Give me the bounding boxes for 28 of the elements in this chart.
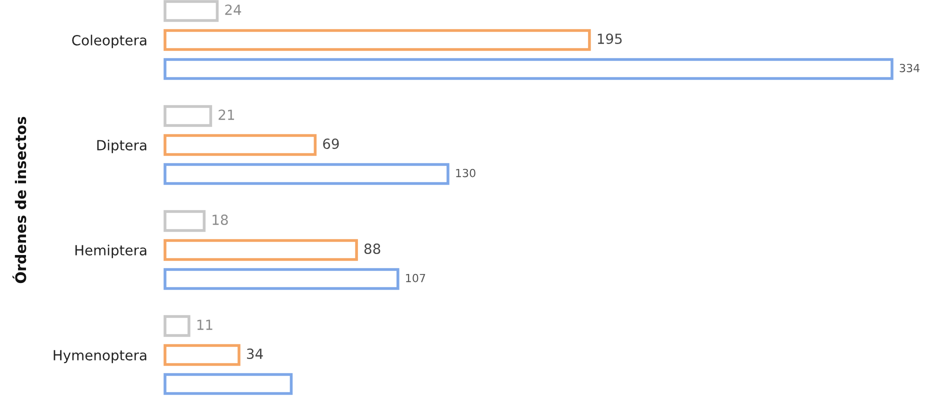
bar (164, 239, 358, 261)
data-label: 18 (212, 214, 228, 226)
bar (164, 105, 212, 127)
y-tick-label: Coleoptera (72, 34, 146, 48)
y-axis-title: Órdenes de insectos (12, 116, 26, 284)
bar (164, 268, 400, 290)
data-label: 34 (247, 348, 263, 360)
data-label: 107 (406, 274, 426, 282)
y-tick-label: Hymenoptera (54, 350, 146, 364)
bar (164, 134, 317, 156)
data-label: 24 (225, 4, 242, 15)
bar (164, 58, 894, 80)
bar (164, 210, 206, 232)
data-label: 130 (456, 168, 476, 178)
bar (164, 0, 219, 22)
data-label: 88 (364, 244, 380, 254)
bar (164, 315, 190, 337)
y-tick-label: Hemiptera (75, 244, 146, 258)
bar (164, 373, 293, 395)
data-label: 195 (598, 34, 622, 44)
data-label: 334 (900, 64, 920, 72)
bar (164, 29, 591, 51)
data-label: 11 (197, 320, 212, 330)
data-label: 69 (323, 138, 339, 150)
y-tick-label: Diptera (97, 140, 146, 154)
bar (164, 344, 240, 366)
bar (164, 163, 450, 185)
data-label: 21 (218, 110, 234, 120)
